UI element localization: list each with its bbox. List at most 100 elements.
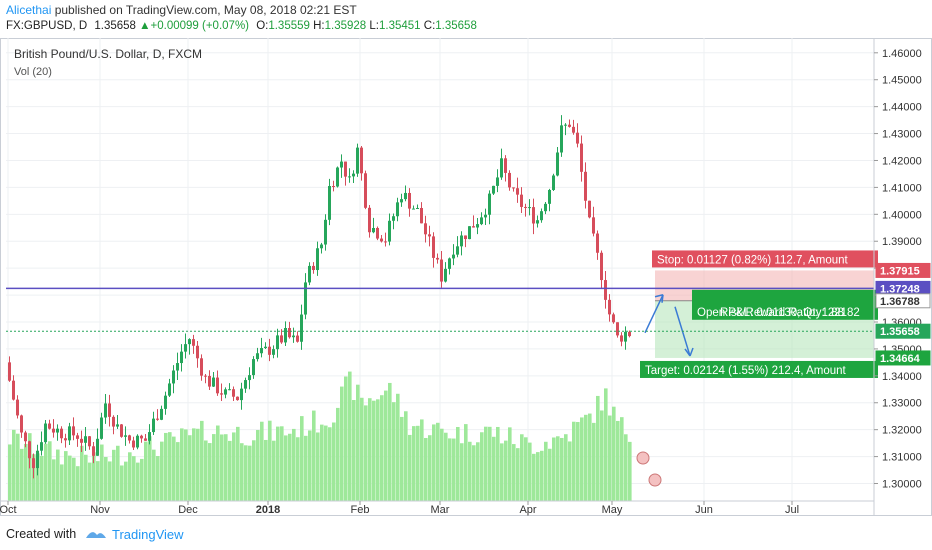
price-tick-label: 1.31000	[882, 452, 922, 464]
time-axis[interactable]: Oct Nov Dec 2018 Feb Mar Apr May Jun Jul	[0, 500, 874, 516]
volume-bar	[596, 395, 600, 501]
volume-bar	[536, 452, 540, 501]
volume-bar	[484, 426, 488, 501]
volume-bar	[384, 390, 388, 501]
author-link[interactable]: Alicethai	[6, 3, 52, 17]
candle-body	[360, 147, 363, 174]
volume-bar	[136, 462, 140, 501]
volume-bar	[36, 453, 40, 501]
candle-body	[144, 438, 147, 441]
low-value: 1.35451	[379, 20, 421, 32]
candle-body	[104, 403, 107, 418]
volume-bar	[628, 441, 632, 501]
candle-body	[272, 349, 275, 355]
candle-body	[136, 435, 139, 448]
publish-info: Alicethai published on TradingView.com, …	[6, 3, 357, 17]
candle-body	[256, 353, 259, 360]
candle-body	[420, 207, 423, 224]
candle-body	[276, 335, 279, 350]
time-tick-label: Oct	[0, 504, 17, 516]
event-flag-icon	[636, 451, 650, 465]
volume-bar	[60, 464, 64, 501]
volume-bar	[584, 414, 588, 501]
candlesticks	[8, 115, 631, 479]
price-tick-label: 1.46000	[882, 48, 922, 60]
candle-body	[108, 403, 111, 417]
volume-bar	[328, 427, 332, 501]
volume-bar	[108, 461, 112, 501]
volume-bar	[388, 382, 392, 501]
candle-body	[288, 327, 291, 338]
volume-bar	[160, 441, 164, 501]
volume-bar	[436, 422, 440, 501]
candle-body	[88, 436, 91, 447]
volume-bar	[620, 417, 624, 501]
candle-body	[472, 226, 475, 228]
candle-body	[132, 440, 135, 448]
event-markers[interactable]	[636, 451, 662, 487]
candle-body	[464, 235, 467, 240]
volume-bar	[180, 428, 184, 501]
volume-bar	[220, 434, 224, 501]
volume-bar	[352, 400, 356, 501]
candle-body	[212, 377, 215, 387]
volume-bar	[244, 445, 248, 501]
tradingview-link[interactable]: TradingView	[112, 527, 184, 542]
candle-body	[116, 424, 119, 427]
candle-body	[396, 202, 399, 217]
candle-body	[332, 186, 335, 188]
volume-bar	[168, 432, 172, 501]
time-tick-label: Jun	[695, 504, 713, 516]
candle-body	[588, 200, 591, 218]
candle-body	[196, 345, 199, 359]
candle-body	[392, 216, 395, 221]
price-label-text: 1.34664	[880, 353, 921, 365]
volume-bar	[264, 439, 268, 501]
volume-bar	[432, 424, 436, 501]
volume-bar	[460, 443, 464, 501]
candle-body	[68, 426, 71, 441]
candle-body	[500, 158, 503, 178]
candle-body	[240, 388, 243, 401]
volume-bar	[464, 424, 468, 501]
volume-bar	[372, 400, 376, 501]
symbol-ohlc-line: FX:GBPUSD, D 1.35658 ▲+0.00099 (+0.07%) …	[6, 20, 477, 32]
volume-bar	[604, 388, 608, 501]
volume-bar	[208, 443, 212, 501]
candle-body	[176, 363, 179, 371]
candle-body	[204, 375, 207, 377]
volume-bar	[512, 444, 516, 501]
price-tick-label: 1.45000	[882, 75, 922, 87]
volume-bar	[192, 428, 196, 501]
target-label-text: Target: 0.02124 (1.55%) 212.4, Amount	[645, 365, 847, 377]
volume-bar	[380, 395, 384, 501]
candle-body	[592, 217, 595, 234]
volume-bar	[444, 432, 448, 501]
price-tick-label: 1.43000	[882, 129, 922, 141]
price-axis[interactable]: 1.46000 1.45000 1.44000 1.43000 1.42000 1.410…	[873, 38, 931, 516]
candle-body	[512, 187, 515, 189]
candle-body	[584, 171, 587, 201]
candle-body	[380, 238, 383, 242]
volume-bar	[488, 426, 492, 501]
volume-bar	[56, 449, 60, 501]
candle-body	[452, 254, 455, 259]
chart-canvas[interactable]: Stop: 0.01127 (0.82%) 112.7, Amount Open …	[0, 38, 932, 516]
candle-body	[560, 125, 563, 153]
volume-bar	[68, 455, 72, 501]
volume-bar	[248, 445, 252, 501]
grid-lines	[6, 38, 874, 501]
candle-body	[244, 380, 247, 389]
volume-bar	[300, 416, 304, 501]
volume-bar	[336, 407, 340, 501]
chart-frame[interactable]: Stop: 0.01127 (0.82%) 112.7, Amount Open …	[0, 38, 932, 516]
price-label-box	[875, 323, 931, 339]
volume-bar	[216, 425, 220, 501]
candle-body	[624, 331, 627, 342]
candle-body	[76, 435, 79, 439]
candle-body	[336, 167, 339, 187]
candle-body	[412, 208, 415, 210]
candle-body	[440, 259, 443, 282]
tradingview-logo-icon[interactable]	[84, 526, 108, 542]
volume-bar	[188, 435, 192, 501]
